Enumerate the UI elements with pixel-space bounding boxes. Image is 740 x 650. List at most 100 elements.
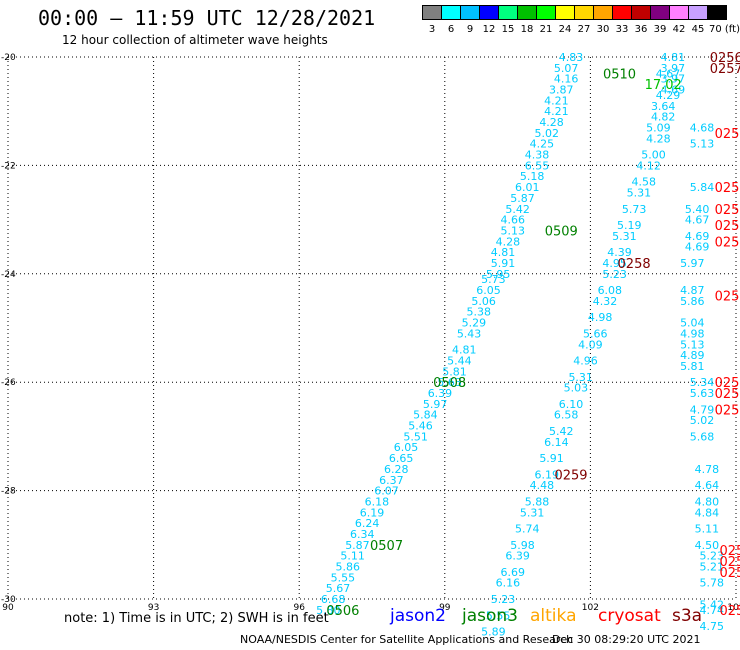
- wave-height-value: 4.39: [607, 246, 632, 259]
- wave-height-value: 5.73: [481, 273, 506, 286]
- wave-height-value: 5.55: [331, 571, 356, 584]
- wave-height-value: 4.81: [452, 344, 477, 357]
- wave-height-value: 5.38: [467, 306, 492, 319]
- wave-height-value: 4.25: [530, 138, 555, 151]
- wave-height-value: 5.42: [505, 203, 530, 216]
- pass-label: 0255: [715, 235, 740, 250]
- wave-height-value: 5.98: [510, 539, 535, 552]
- pass-label: 0253: [719, 544, 740, 559]
- wave-height-value: 6.58: [554, 409, 579, 422]
- wave-height-value: 5.18: [520, 170, 545, 183]
- wave-height-value: 5.55: [486, 609, 511, 622]
- wave-height-value: 6.16: [496, 577, 521, 590]
- wave-height-value: 4.98: [680, 327, 705, 340]
- wave-height-value: 6.55: [525, 159, 550, 172]
- wave-height-value: 4.81: [491, 246, 516, 259]
- pass-label: 17.02: [645, 78, 682, 93]
- wave-height-value: 4.67: [656, 67, 681, 80]
- wave-height-value: 4.64: [695, 479, 720, 492]
- wave-height-value: 5.23: [699, 550, 724, 563]
- wave-height-value: 4.29: [656, 89, 681, 102]
- satellite-legend-item: s3a: [672, 606, 703, 626]
- wave-height-value: 5.73: [622, 203, 647, 216]
- pass-label: 0253: [719, 566, 740, 581]
- wave-height-value: 5.29: [462, 317, 487, 330]
- wave-height-value: 5.03: [564, 382, 589, 395]
- wave-height-value: 4.28: [496, 235, 521, 248]
- wave-height-value: 5.19: [617, 219, 642, 232]
- pass-label: 0256: [710, 51, 740, 66]
- satellite-legend-item: jason2: [390, 606, 446, 626]
- wave-height-value: 5.97: [680, 257, 705, 270]
- wave-height-value: 5.06: [471, 295, 496, 308]
- wave-height-value: 3.97: [661, 62, 686, 75]
- wave-height-value: 5.21: [699, 560, 724, 573]
- color-scale-label: 39: [653, 24, 667, 35]
- wave-height-value: 5.84: [413, 409, 438, 422]
- color-scale-label: 3: [428, 24, 436, 35]
- wave-height-value: 4.89: [680, 349, 705, 362]
- y-tick-label: -28: [1, 487, 16, 497]
- page-title: 00:00 – 11:59 UTC 12/28/2021: [38, 6, 376, 30]
- wave-height-value: 6.10: [559, 398, 584, 411]
- wave-height-value: 6.01: [515, 181, 540, 194]
- wave-height-value: 6.19: [360, 506, 385, 519]
- pass-label: 0254: [715, 376, 740, 391]
- pass-label: 0258: [618, 257, 651, 272]
- wave-height-value: 4.09: [578, 338, 603, 351]
- wave-height-value: 4.79: [690, 403, 715, 416]
- wave-height-value: 6.24: [355, 517, 380, 530]
- pass-label: 0255: [715, 219, 740, 234]
- wave-height-value: 5.23: [602, 268, 627, 281]
- wave-height-value: 4.83: [559, 51, 584, 64]
- wave-height-value: 5.81: [442, 365, 467, 378]
- wave-height-value: 5.02: [534, 127, 559, 140]
- wave-height-value: 4.82: [651, 111, 676, 124]
- wave-height-value: 6.05: [476, 284, 501, 297]
- color-scale-label: 33: [615, 24, 629, 35]
- pass-label: 0253: [719, 555, 740, 570]
- wave-height-value: 5.23: [491, 593, 516, 606]
- x-tick-label: 90: [2, 603, 14, 613]
- wave-height-value: 4.50: [695, 539, 720, 552]
- y-tick-label: -26: [1, 378, 16, 388]
- wave-height-value: 5.91: [539, 452, 564, 465]
- wave-height-value: 6.05: [394, 441, 419, 454]
- wave-height-value: 5.31: [612, 230, 637, 243]
- color-scale-label: 42: [672, 24, 686, 35]
- wave-height-value: 5.42: [549, 425, 574, 438]
- color-scale-label: 70 (ft): [709, 24, 740, 35]
- wave-height-value: 4.12: [636, 159, 661, 172]
- wave-height-value: 5.46: [408, 420, 433, 433]
- y-tick-label: -24: [1, 270, 16, 280]
- y-tick-label: -22: [1, 161, 16, 171]
- wave-height-value: 5.09: [646, 121, 671, 134]
- wave-height-value: 5.31: [520, 506, 545, 519]
- wave-height-value: 5.44: [447, 355, 472, 368]
- pass-label: 0508: [433, 376, 466, 391]
- wave-height-value: 5.34: [690, 376, 715, 389]
- wave-height-value: 6.65: [389, 452, 414, 465]
- satellite-legend-item: cryosat: [598, 606, 661, 626]
- wave-height-value: 6.39: [505, 550, 530, 563]
- x-tick-label: 93: [148, 603, 159, 613]
- wave-height-value: 4.67: [685, 214, 710, 227]
- pass-label: 0254: [715, 289, 740, 304]
- wave-height-value: 4.21: [544, 94, 569, 107]
- wave-height-value: 5.31: [568, 371, 593, 384]
- wave-height-value: 5.13: [500, 224, 525, 237]
- wave-height-value: 5.66: [583, 327, 608, 340]
- pass-label: 0255: [715, 181, 740, 196]
- wave-height-value: 4.78: [695, 463, 720, 476]
- wave-height-value: 4.74: [699, 604, 724, 617]
- x-tick-label: 105: [727, 603, 740, 613]
- wave-height-value: 5.81: [680, 360, 705, 373]
- wave-height-value: 6.07: [374, 485, 399, 498]
- wave-height-value: 5.02: [690, 414, 715, 427]
- wave-height-value: 6.69: [500, 566, 525, 579]
- pass-label: 0507: [370, 539, 403, 554]
- wave-height-value: 4.80: [695, 495, 720, 508]
- color-swatch: [707, 5, 727, 20]
- wave-height-value: 4.21: [544, 105, 569, 118]
